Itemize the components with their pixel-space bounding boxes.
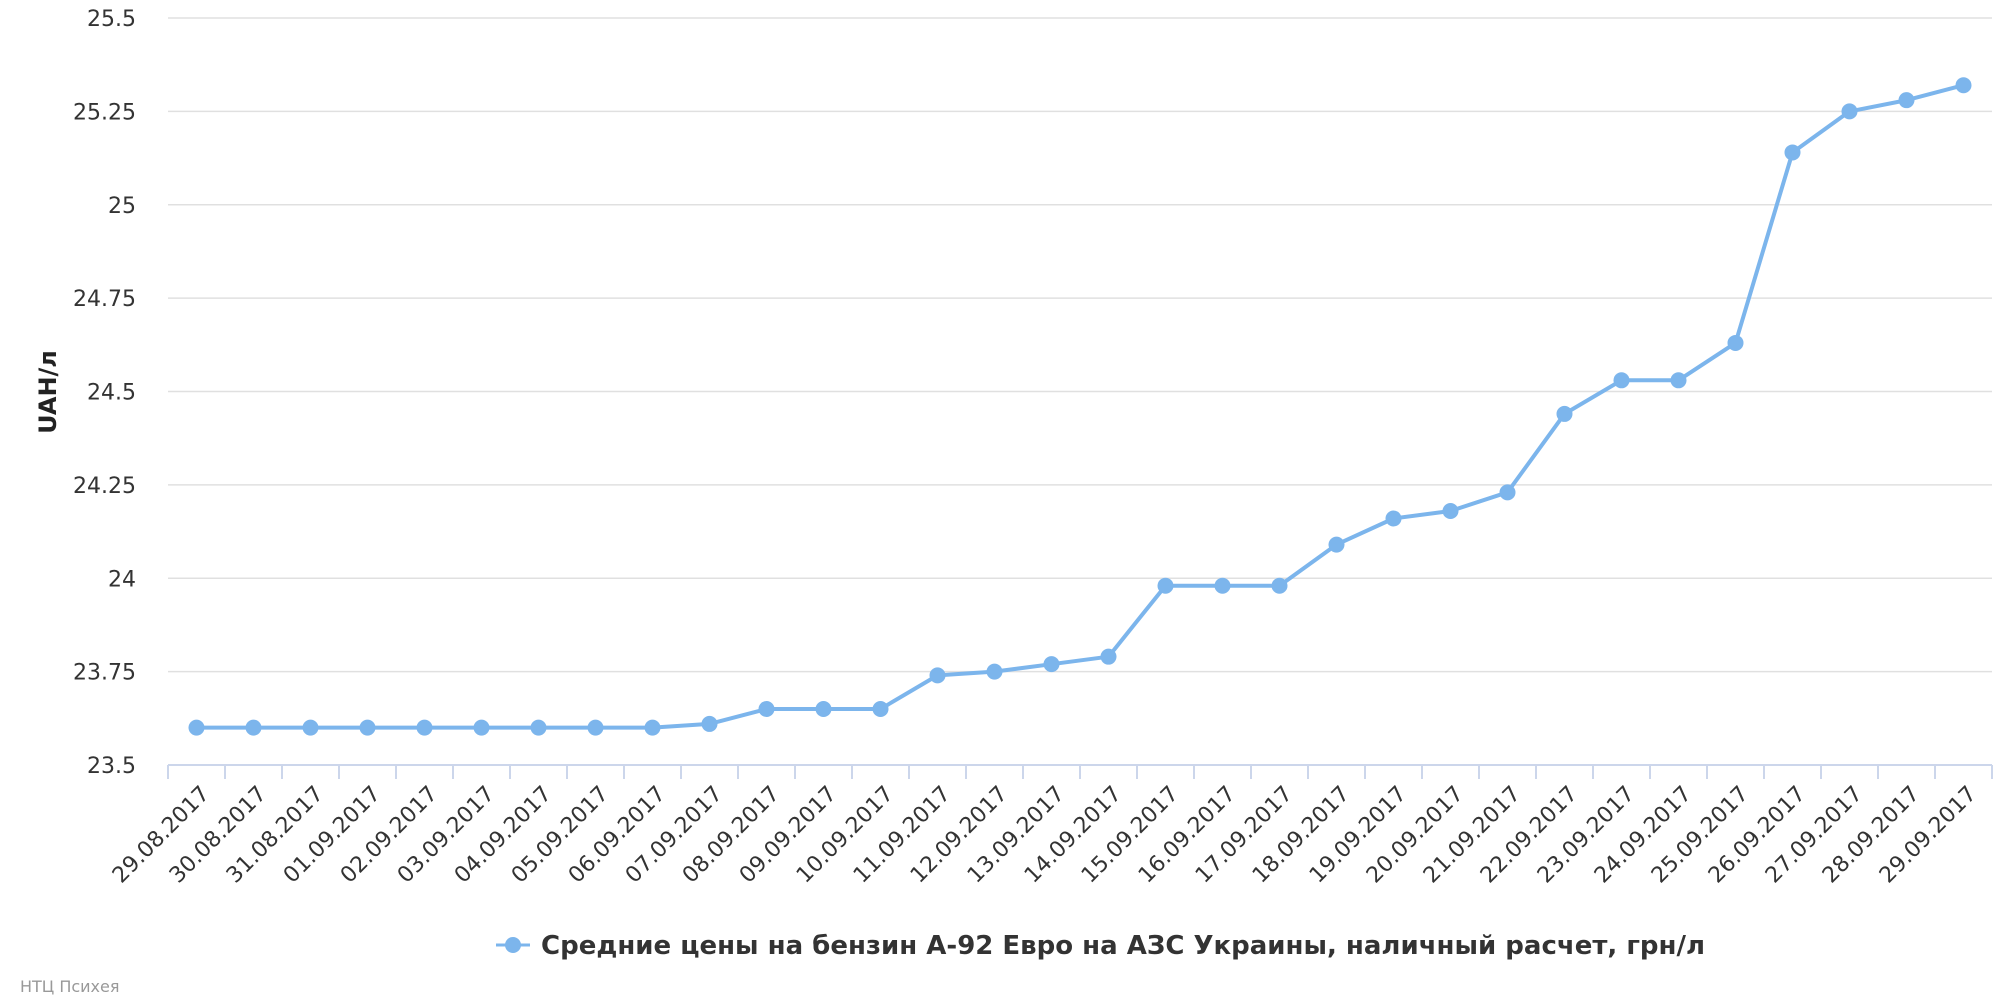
data-point [644, 719, 661, 736]
data-point [416, 719, 433, 736]
data-point [815, 700, 832, 717]
data-point [359, 719, 376, 736]
y-tick-label: 23.75 [73, 661, 136, 686]
data-point [530, 719, 547, 736]
data-point [1556, 405, 1573, 422]
data-point [302, 719, 319, 736]
legend[interactable]: Средние цены на бензин А-92 Евро на АЗС … [496, 931, 1705, 961]
data-point [701, 715, 718, 732]
data-point [1784, 144, 1801, 161]
data-point [473, 719, 490, 736]
data-point [1385, 510, 1402, 527]
y-tick-label: 24 [108, 567, 136, 592]
data-point [1727, 334, 1744, 351]
y-tick-label: 23.5 [87, 754, 136, 779]
data-point [1328, 536, 1345, 553]
data-point [1955, 77, 1972, 94]
x-axis: 29.08.201730.08.201731.08.201701.09.2017… [108, 764, 1993, 889]
data-point [929, 667, 946, 684]
data-point [1157, 577, 1174, 594]
data-point [245, 719, 262, 736]
data-point [758, 700, 775, 717]
data-point [1841, 103, 1858, 120]
data-point [1499, 484, 1516, 501]
gridlines [168, 17, 1992, 673]
y-axis-label: UAH/л [34, 350, 62, 434]
data-point [872, 700, 889, 717]
data-point [1613, 372, 1630, 389]
y-tick-label: 24.75 [73, 287, 136, 312]
y-tick-label: 24.25 [73, 474, 136, 499]
y-tick-label: 25.25 [73, 100, 136, 125]
data-point [986, 663, 1003, 680]
data-point [1214, 577, 1231, 594]
data-point [1043, 656, 1060, 673]
data-point [1670, 372, 1687, 389]
chart-credit[interactable]: НТЦ Психея [20, 977, 119, 996]
data-point [1100, 648, 1117, 665]
y-tick-label: 24.5 [87, 381, 136, 406]
series-line [194, 83, 1966, 730]
legend-marker [505, 937, 521, 953]
legend-series-label: Средние цены на бензин А-92 Евро на АЗС … [541, 931, 1705, 961]
y-tick-label: 25 [108, 194, 136, 219]
y-axis-ticks: 23.5 23.75 24 24.25 24.5 24.75 25 25.25 25.5 [73, 7, 136, 779]
data-point [1271, 577, 1288, 594]
y-tick-label: 25.5 [87, 7, 136, 32]
series-plot [188, 77, 1972, 736]
data-point [188, 719, 205, 736]
data-point [1442, 503, 1459, 520]
data-point [1898, 92, 1915, 109]
data-point [587, 719, 604, 736]
x-tick-label: 29.08.2017 [108, 782, 215, 889]
